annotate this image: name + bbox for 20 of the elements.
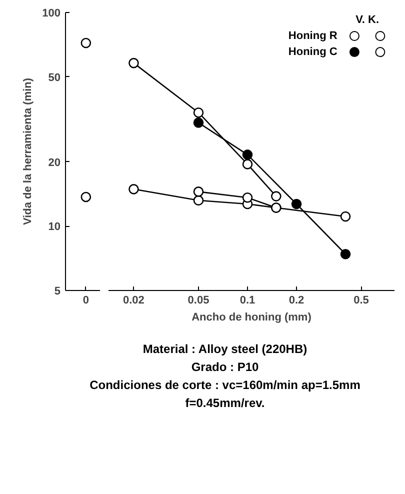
y-tick-label: 50: [48, 72, 61, 84]
legend-label: Honing C: [288, 46, 338, 58]
y-tick-label: 5: [54, 286, 61, 298]
y-tick-label: 10: [48, 221, 61, 234]
text: f=0.45mm/rev.: [184, 395, 266, 412]
x-tick-label: 0.5: [354, 294, 369, 306]
x-tick-label: 0.1: [240, 294, 256, 306]
legend-title: V. K.: [356, 14, 380, 26]
y-axis-title: Vida de la herramienta (min): [22, 78, 34, 226]
x-tick-label: 0.2: [288, 294, 304, 306]
text: Condiciones de corte : vc=160m/min ap=1.5mm: [90, 377, 360, 394]
x-tick-label: 0.02: [123, 294, 144, 306]
x-tick-label: 0: [82, 294, 89, 306]
text: Material : Alloy steel (220HB): [142, 341, 308, 358]
y-tick-label: 20: [48, 156, 61, 169]
x-tick-label: 0.05: [188, 294, 210, 306]
text: Grado : P10: [190, 359, 260, 376]
y-tick-label: 100: [42, 8, 61, 20]
x-axis-title: Ancho de honing (mm): [192, 312, 312, 324]
legend-label: Honing R: [288, 30, 338, 42]
